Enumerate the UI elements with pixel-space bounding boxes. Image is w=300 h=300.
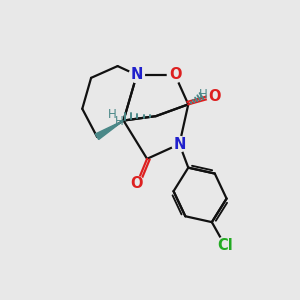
Circle shape xyxy=(172,136,187,152)
Text: Cl: Cl xyxy=(217,238,233,253)
Circle shape xyxy=(129,176,144,191)
Circle shape xyxy=(216,237,234,254)
Text: O: O xyxy=(130,176,143,191)
Text: N: N xyxy=(173,136,186,152)
Circle shape xyxy=(167,67,183,83)
Text: O: O xyxy=(169,68,181,82)
Text: H: H xyxy=(115,115,124,128)
Polygon shape xyxy=(95,121,124,140)
Text: H: H xyxy=(108,108,117,121)
Text: H: H xyxy=(199,88,208,100)
Text: N: N xyxy=(130,68,143,82)
Circle shape xyxy=(129,67,144,83)
Circle shape xyxy=(207,89,222,105)
Text: O: O xyxy=(208,89,221,104)
